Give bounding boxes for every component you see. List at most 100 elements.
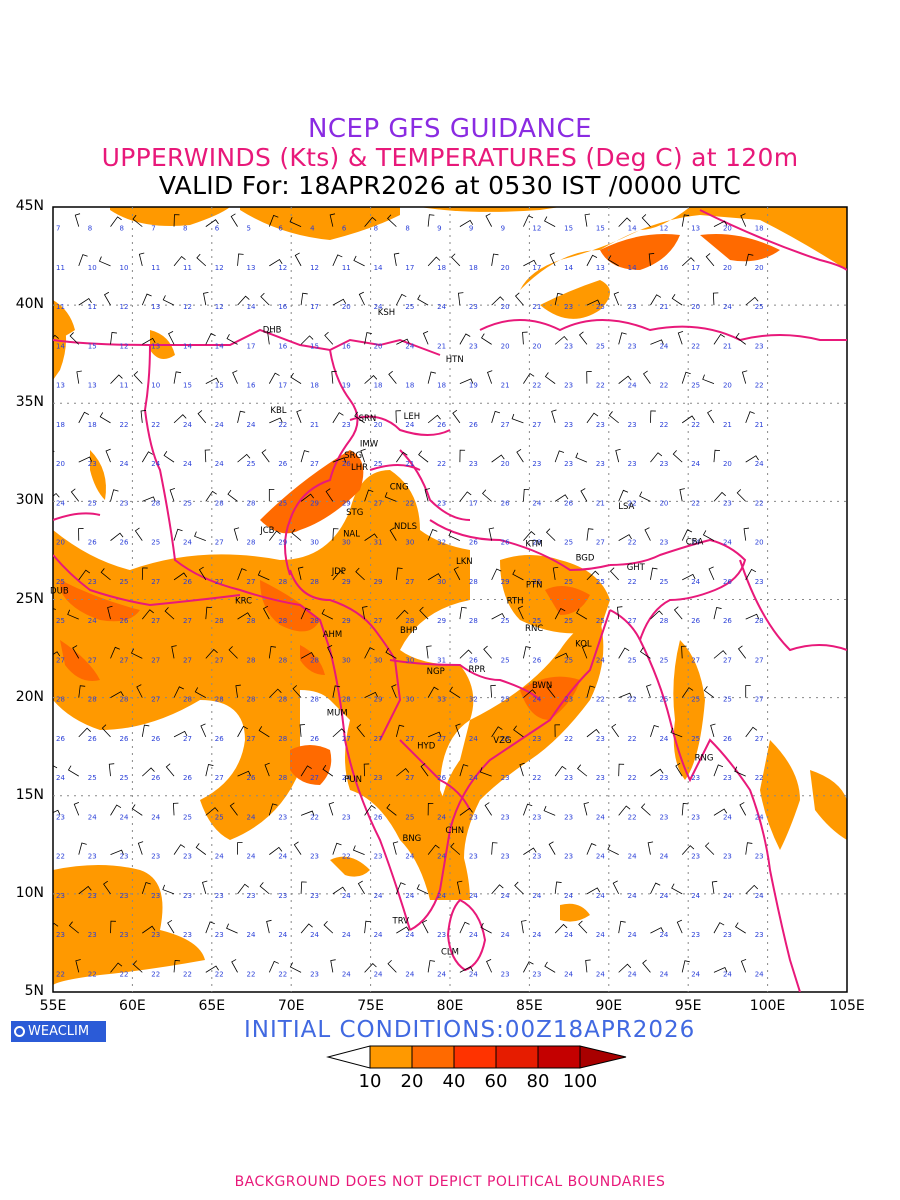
wind-barb bbox=[419, 606, 429, 620]
wind-barb bbox=[269, 846, 283, 855]
temperature-value: 20 bbox=[659, 499, 668, 507]
wind-barb bbox=[130, 648, 143, 659]
temperature-value: 11 bbox=[120, 382, 129, 390]
temperature-value: 14 bbox=[215, 342, 224, 350]
temperature-value: 21 bbox=[723, 421, 732, 429]
temperature-value: 24 bbox=[723, 813, 732, 821]
wind-barb bbox=[734, 922, 746, 934]
wind-barb bbox=[586, 528, 594, 541]
temperature-value: 20 bbox=[755, 264, 764, 272]
wind-barb bbox=[650, 610, 663, 620]
wind-barb bbox=[387, 214, 397, 227]
temperature-value: 27 bbox=[755, 656, 764, 664]
temperature-value: 13 bbox=[151, 342, 160, 350]
wind-barb bbox=[362, 606, 368, 620]
wind-barb bbox=[78, 885, 92, 895]
temperature-value: 23 bbox=[691, 931, 700, 939]
wind-barb bbox=[360, 448, 366, 463]
temperature-value: 21 bbox=[596, 499, 605, 507]
temperature-value: 20 bbox=[755, 539, 764, 547]
temperature-value: 24 bbox=[659, 970, 668, 978]
wind-barb bbox=[67, 765, 79, 777]
wind-barb bbox=[43, 567, 48, 580]
wind-barb bbox=[647, 841, 654, 855]
temperature-value: 23 bbox=[469, 303, 478, 311]
wind-barb bbox=[173, 414, 187, 424]
wind-barb bbox=[358, 291, 365, 306]
temperature-value: 14 bbox=[564, 264, 573, 272]
wind-barb bbox=[353, 255, 365, 267]
wind-barb bbox=[554, 923, 568, 934]
temperature-value: 23 bbox=[501, 853, 510, 861]
legend-label: 100 bbox=[562, 1071, 598, 1092]
wind-barb bbox=[164, 607, 175, 620]
temperature-value: 23 bbox=[532, 813, 541, 821]
lat-label: 10N bbox=[15, 884, 44, 901]
temperature-value: 23 bbox=[120, 853, 129, 861]
wind-barb bbox=[584, 213, 591, 227]
temperature-value: 22 bbox=[628, 774, 637, 782]
temperature-value: 24 bbox=[532, 931, 541, 939]
temperature-value: 25 bbox=[120, 774, 129, 782]
wind-barb bbox=[523, 373, 535, 384]
temperature-value: 17 bbox=[469, 499, 478, 507]
temperature-value: 25 bbox=[564, 617, 573, 625]
temperature-value: 24 bbox=[469, 774, 478, 782]
wind-barb bbox=[547, 684, 556, 698]
wind-barb bbox=[523, 803, 533, 816]
wind-barb bbox=[702, 374, 715, 384]
temperature-value: 28 bbox=[310, 578, 319, 586]
wind-barb bbox=[586, 299, 601, 306]
temperature-value: 22 bbox=[659, 382, 668, 390]
temperature-value: 23 bbox=[88, 460, 97, 468]
wind-barb bbox=[427, 960, 435, 973]
temperature-value: 22 bbox=[628, 813, 637, 821]
wind-barb bbox=[264, 762, 270, 777]
temperature-value: 24 bbox=[723, 303, 732, 311]
station-label-rnc: RNC bbox=[525, 624, 543, 634]
temperature-value: 26 bbox=[183, 578, 192, 586]
initial-conditions: INITIAL CONDITIONS:00Z18APR2026 bbox=[244, 1017, 696, 1043]
temperature-value: 30 bbox=[342, 656, 351, 664]
temperature-value: 25 bbox=[659, 696, 668, 704]
wind-barb bbox=[480, 922, 492, 934]
wind-barb bbox=[332, 254, 343, 267]
wind-barb bbox=[364, 489, 374, 502]
temperature-value: 29 bbox=[310, 499, 319, 507]
wind-barb bbox=[299, 724, 306, 737]
wind-barb bbox=[745, 568, 757, 581]
wind-barb bbox=[300, 923, 313, 934]
wind-barb bbox=[324, 331, 334, 345]
wind-barb bbox=[293, 841, 302, 855]
wind-barb bbox=[78, 569, 91, 581]
station-label-jdp: JDP bbox=[331, 567, 346, 577]
temperature-value: 11 bbox=[88, 303, 97, 311]
temperature-value: 23 bbox=[691, 813, 700, 821]
temperature-value: 14 bbox=[628, 264, 637, 272]
temperature-value: 23 bbox=[310, 970, 319, 978]
temperature-value: 24 bbox=[755, 892, 764, 900]
temperature-value: 19 bbox=[469, 382, 478, 390]
wind-barb bbox=[364, 920, 371, 934]
temperature-value: 24 bbox=[596, 853, 605, 861]
temperature-value: 12 bbox=[120, 303, 129, 311]
temperature-value: 27 bbox=[247, 735, 256, 743]
legend-swatch bbox=[537, 1045, 581, 1069]
lat-label: 30N bbox=[15, 492, 44, 509]
temperature-value: 25 bbox=[596, 578, 605, 586]
wind-barb bbox=[427, 414, 441, 424]
station-label-srg: SRG bbox=[344, 451, 362, 461]
temperature-value: 26 bbox=[88, 735, 97, 743]
wind-barb bbox=[670, 727, 683, 738]
wind-barb bbox=[141, 293, 152, 306]
temperature-value: 29 bbox=[342, 578, 351, 586]
wind-barb bbox=[237, 295, 250, 306]
wind-barb bbox=[511, 413, 524, 424]
temperature-value: 24 bbox=[88, 813, 97, 821]
wind-barb bbox=[396, 768, 410, 777]
temperature-value: 23 bbox=[437, 931, 446, 939]
wind-barb bbox=[577, 764, 588, 777]
temperature-value: 28 bbox=[310, 617, 319, 625]
temperature-value: 22 bbox=[691, 342, 700, 350]
temperature-value: 12 bbox=[532, 225, 541, 233]
